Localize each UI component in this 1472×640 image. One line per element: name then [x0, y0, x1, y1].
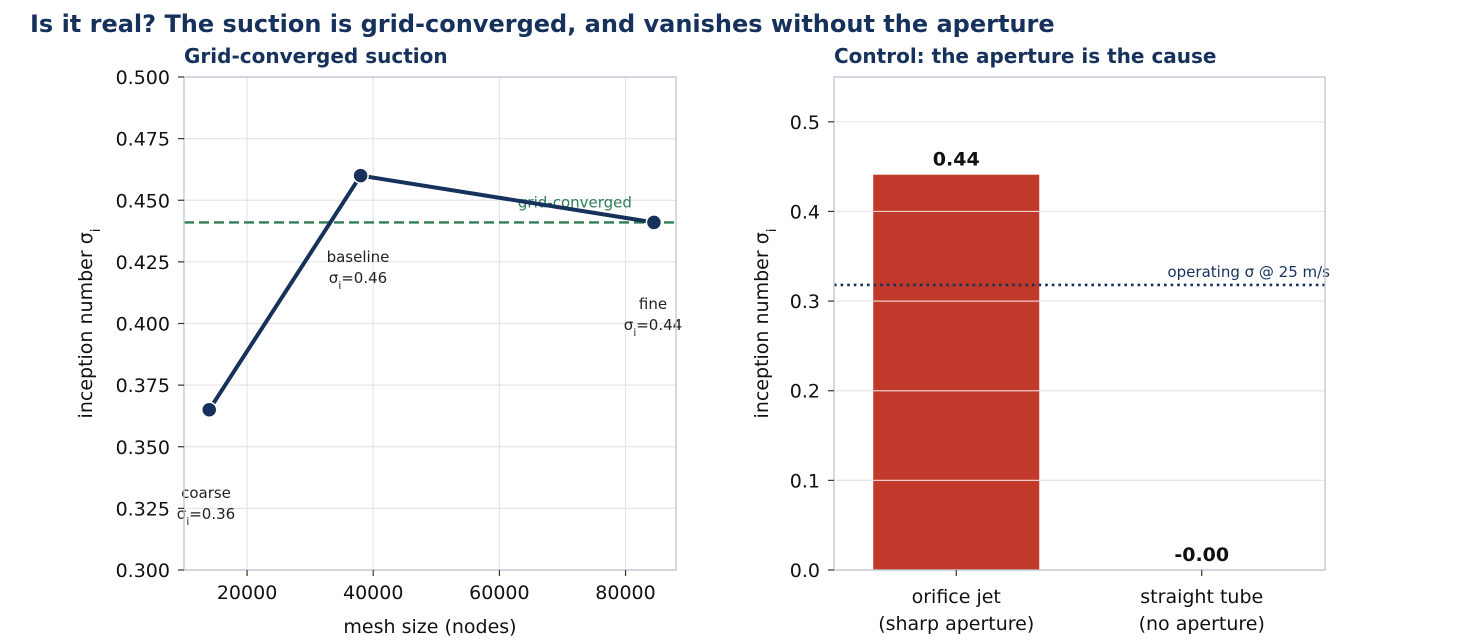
left-panel-line-chart: Grid-converged suction grid-converged co…: [75, 44, 682, 638]
convergence-line: [207, 173, 655, 411]
right-ytick-label-4: 0.4: [790, 201, 820, 223]
figure-suptitle: Is it real? The suction is grid-converge…: [30, 10, 1055, 38]
data-point-baseline: [352, 167, 369, 184]
bar-value-labels: 0.44 -0.00: [933, 149, 1229, 566]
right-ytick-label-1: 0.1: [790, 470, 820, 492]
right-panel-y-axis-label: inception number σi: [751, 229, 780, 419]
right-xtick-label-0-line-0: orifice jet: [912, 586, 1001, 608]
right-xtick-label-0-line-1: (sharp aperture): [878, 613, 1034, 635]
left-ytick-label-3: 0.375: [116, 375, 170, 397]
left-ytick-label-5: 0.425: [116, 252, 170, 274]
left-ytick-label-2: 0.350: [116, 437, 170, 459]
convergence-points: [200, 167, 663, 419]
left-panel-gridlines: [184, 76, 676, 571]
left-panel-title: Grid-converged suction: [184, 44, 448, 68]
right-ytick-label-5: 0.5: [790, 112, 820, 134]
left-xtick-label-1: 40000: [343, 582, 403, 604]
right-panel-gridlines-over-bars: [873, 210, 1040, 481]
left-ytick-label-6: 0.450: [116, 190, 170, 212]
left-xtick-label-3: 80000: [595, 582, 655, 604]
right-panel-y-ticks: 0.0 0.1 0.2 0.3 0.4 0.5: [790, 112, 834, 582]
bar-value-label-0: 0.44: [933, 149, 980, 171]
left-panel-y-axis-label: inception number σi: [75, 229, 104, 419]
left-xtick-label-0: 20000: [217, 582, 277, 604]
right-ytick-label-3: 0.3: [790, 291, 820, 313]
operating-sigma-label: operating σ @ 25 m/s: [1167, 263, 1330, 281]
left-ytick-label-7: 0.475: [116, 129, 170, 151]
right-ytick-label-2: 0.2: [790, 381, 820, 403]
bars: [873, 174, 1040, 570]
left-panel-x-ticks: 20000 40000 60000 80000: [217, 570, 656, 604]
data-point-coarse: [200, 401, 218, 419]
left-ytick-label-8: 0.500: [116, 67, 170, 89]
right-xtick-label-1-line-0: straight tube: [1140, 586, 1263, 608]
point-annotations: coarse σi=0.36 baseline σi=0.46 fine σi=0.44: [177, 248, 682, 528]
left-panel-x-axis-label: mesh size (nodes): [343, 616, 516, 638]
annotation-baseline-value: σi=0.46: [329, 269, 387, 292]
right-panel-x-ticks: orifice jet (sharp aperture) straight tube…: [878, 570, 1265, 635]
bar-0: [873, 174, 1040, 570]
right-panel-bar-chart: Control: the aperture is the cause opera…: [751, 44, 1330, 635]
left-ytick-label-1: 0.325: [116, 498, 170, 520]
right-ytick-label-0: 0.0: [790, 560, 820, 582]
annotation-baseline-name: baseline: [327, 248, 390, 266]
right-panel-title: Control: the aperture is the cause: [834, 44, 1217, 68]
bar-value-label-1: -0.00: [1174, 544, 1229, 566]
right-panel-frame: [833, 76, 1326, 571]
left-xtick-label-2: 60000: [469, 582, 529, 604]
left-panel-y-ticks: 0.300 0.325 0.350 0.375 0.400 0.425 0.450 0.475…: [116, 67, 184, 582]
annotation-coarse-value: σi=0.36: [177, 505, 235, 528]
annotation-fine-name: fine: [639, 295, 667, 313]
annotation-fine-value: σi=0.44: [624, 316, 682, 339]
annotation-coarse-name: coarse: [181, 484, 231, 502]
left-ytick-label-0: 0.300: [116, 560, 170, 582]
left-ytick-label-4: 0.400: [116, 314, 170, 336]
right-xtick-label-1-line-1: (no aperture): [1139, 613, 1265, 635]
data-point-fine: [645, 214, 663, 231]
